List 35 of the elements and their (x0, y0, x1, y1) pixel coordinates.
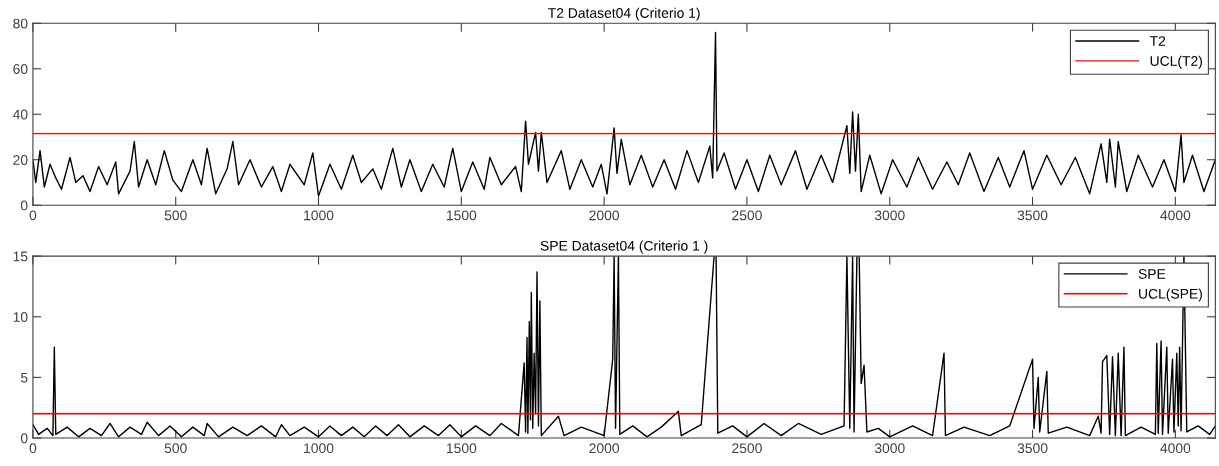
x-tick-label: 1000 (304, 443, 334, 454)
y-tick-label: 0 (20, 200, 28, 211)
line-series (32, 256, 1216, 438)
legend-label: UCL(T2) (1150, 55, 1202, 69)
y-tick-label: 10 (13, 312, 28, 322)
chart-title: T2 Dataset04 (Criterio 1) (548, 7, 700, 21)
x-tick-label: 3000 (874, 210, 905, 221)
y-tick-label: 80 (13, 18, 28, 29)
chart-title: SPE Dataset04 (Criterio 1 ) (540, 240, 708, 254)
legend-label: T2 (1149, 36, 1166, 46)
line-series (32, 31, 1216, 197)
y-tick-label: 15 (13, 251, 28, 262)
y-tick-label: 20 (13, 155, 28, 165)
x-tick-label: 4000 (1160, 210, 1191, 221)
x-tick-label: 2500 (732, 443, 762, 454)
y-tick-label: 5 (20, 372, 28, 383)
x-tick-label: 3500 (1017, 210, 1048, 221)
x-tick-label: 3500 (1017, 443, 1048, 454)
y-tick-label: 0 (20, 433, 28, 444)
x-tick-label: 500 (164, 210, 187, 221)
x-tick-label: 2000 (589, 443, 620, 454)
x-tick-label: 1500 (446, 210, 477, 221)
legend-label: UCL(SPE) (1139, 288, 1202, 302)
x-tick-label: 0 (29, 210, 37, 221)
x-tick-label: 1500 (446, 443, 477, 454)
x-tick-label: 1000 (304, 210, 334, 221)
x-tick-label: 500 (164, 443, 187, 454)
x-tick-label: 0 (29, 443, 37, 454)
y-tick-label: 60 (13, 64, 28, 74)
x-tick-label: 4000 (1160, 443, 1191, 454)
legend-label: SPE (1138, 269, 1166, 279)
x-tick-label: 2000 (589, 210, 620, 221)
y-tick-label: 40 (12, 109, 28, 120)
x-tick-label: 3000 (874, 443, 905, 454)
x-tick-label: 2500 (732, 210, 762, 221)
